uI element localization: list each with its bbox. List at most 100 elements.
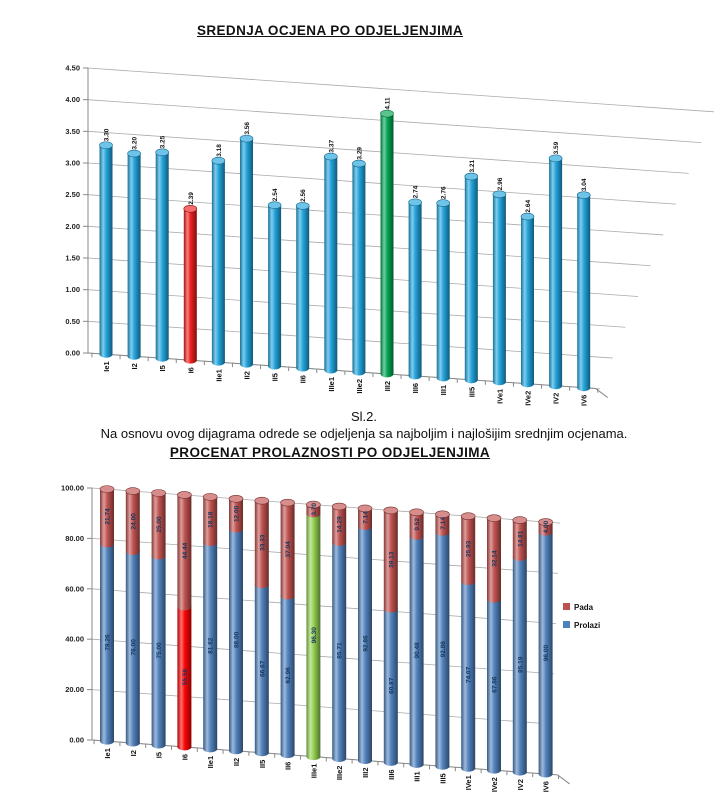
svg-text:I2: I2 bbox=[129, 750, 138, 756]
svg-text:I2: I2 bbox=[130, 363, 139, 369]
svg-text:0.00: 0.00 bbox=[65, 349, 80, 358]
svg-text:IV6: IV6 bbox=[580, 395, 589, 406]
bar-I5: 3.25 I5 bbox=[155, 135, 169, 371]
svg-text:7.14: 7.14 bbox=[363, 511, 370, 524]
svg-text:78.26: 78.26 bbox=[105, 634, 112, 651]
svg-text:2.74: 2.74 bbox=[413, 185, 420, 198]
svg-text:96.30: 96.30 bbox=[311, 627, 318, 644]
average-grade-chart: 0.00 0.50 1.00 1.50 2.00 2.50 3.00 3.50 4.00 4.50… bbox=[65, 64, 715, 406]
svg-text:I6: I6 bbox=[180, 754, 189, 760]
svg-text:3.04: 3.04 bbox=[581, 178, 588, 191]
svg-text:2.00: 2.00 bbox=[65, 222, 80, 231]
svg-text:IV6: IV6 bbox=[542, 781, 551, 792]
svg-text:III1: III1 bbox=[413, 771, 422, 781]
svg-text:0.00: 0.00 bbox=[69, 736, 84, 745]
svg-text:7.14: 7.14 bbox=[440, 517, 447, 530]
svg-text:12.00: 12.00 bbox=[234, 505, 241, 522]
bar-IV6: 96.00 4.00 IV6 bbox=[538, 518, 553, 792]
svg-text:4.00: 4.00 bbox=[543, 520, 550, 533]
svg-text:90.48: 90.48 bbox=[414, 642, 421, 659]
svg-text:14.81: 14.81 bbox=[517, 530, 524, 547]
svg-text:3.00: 3.00 bbox=[65, 159, 80, 168]
svg-text:III5: III5 bbox=[467, 387, 476, 397]
bar-III1: 90.48 9.52 III1 bbox=[409, 508, 424, 782]
svg-text:3.59: 3.59 bbox=[553, 141, 560, 154]
svg-text:67.86: 67.86 bbox=[492, 676, 499, 693]
bar-I2: 3.20 I2 bbox=[127, 137, 141, 369]
svg-text:3.50: 3.50 bbox=[65, 127, 80, 136]
svg-text:3.37: 3.37 bbox=[328, 140, 335, 153]
svg-text:3.20: 3.20 bbox=[132, 137, 139, 150]
legend-label-Pada: Pada bbox=[574, 603, 594, 612]
bar-III2: 4.11 III2 bbox=[380, 97, 394, 391]
svg-text:II6: II6 bbox=[284, 762, 293, 770]
svg-text:3.30: 3.30 bbox=[104, 128, 111, 141]
svg-text:IIIe1: IIIe1 bbox=[327, 377, 336, 392]
legend: Pada Prolazi bbox=[563, 603, 600, 630]
svg-text:I6: I6 bbox=[186, 367, 195, 373]
svg-text:2.54: 2.54 bbox=[272, 188, 279, 201]
bar-II5: 66.67 33.33 II5 bbox=[254, 496, 270, 768]
svg-text:2.96: 2.96 bbox=[497, 177, 504, 190]
svg-text:60.00: 60.00 bbox=[65, 584, 84, 593]
svg-text:III6: III6 bbox=[387, 769, 396, 779]
bar-II6: 2.56 II6 bbox=[295, 189, 310, 383]
svg-text:2.76: 2.76 bbox=[441, 186, 448, 199]
svg-text:1.00: 1.00 bbox=[65, 285, 80, 294]
svg-text:Ie1: Ie1 bbox=[102, 361, 111, 371]
svg-text:62.96: 62.96 bbox=[285, 667, 292, 684]
svg-text:32.14: 32.14 bbox=[492, 550, 499, 567]
svg-text:92.86: 92.86 bbox=[440, 641, 447, 658]
svg-text:3.29: 3.29 bbox=[356, 147, 363, 160]
svg-text:66.67: 66.67 bbox=[259, 660, 266, 677]
svg-text:Ie1: Ie1 bbox=[103, 748, 112, 758]
svg-text:II2: II2 bbox=[243, 371, 252, 379]
svg-text:33.33: 33.33 bbox=[259, 534, 266, 551]
bar-IVe2: 2.64 IVe2 bbox=[520, 200, 535, 406]
figure-caption: Sl.2. bbox=[350, 409, 377, 424]
svg-text:4.50: 4.50 bbox=[65, 64, 80, 73]
svg-text:IIe1: IIe1 bbox=[206, 756, 215, 769]
svg-text:III1: III1 bbox=[439, 385, 448, 395]
svg-text:III2: III2 bbox=[361, 767, 370, 777]
bar-IIe1: 3.18 IIe1 bbox=[211, 144, 226, 382]
svg-text:4.00: 4.00 bbox=[65, 95, 80, 104]
svg-text:2.64: 2.64 bbox=[525, 200, 532, 213]
svg-text:3.25: 3.25 bbox=[160, 135, 167, 148]
svg-text:0.50: 0.50 bbox=[65, 317, 80, 326]
bar-III6: 2.74 III6 bbox=[408, 185, 422, 393]
bar-III6: 60.87 39.13 III6 bbox=[383, 506, 399, 780]
bar-Ie1: 78.26 21.74 Ie1 bbox=[99, 485, 115, 759]
svg-text:II5: II5 bbox=[258, 760, 267, 768]
svg-text:44.44: 44.44 bbox=[182, 542, 189, 559]
figure-note: Na osnovu ovog dijagrama odrede se odjel… bbox=[100, 426, 628, 441]
bar-III1: 2.76 III1 bbox=[436, 186, 451, 395]
legend-swatch-Pada bbox=[563, 603, 570, 610]
bar-III5: 92.86 7.14 III5 bbox=[435, 510, 450, 784]
legend-swatch-Prolazi bbox=[563, 621, 570, 628]
svg-text:IVe2: IVe2 bbox=[490, 777, 499, 792]
svg-text:37.04: 37.04 bbox=[285, 541, 292, 558]
legend-label-Prolazi: Prolazi bbox=[574, 621, 600, 630]
svg-text:74.07: 74.07 bbox=[466, 666, 473, 683]
svg-text:85.19: 85.19 bbox=[517, 656, 524, 673]
svg-text:IIIe1: IIIe1 bbox=[309, 764, 318, 779]
bar-III5: 3.21 III5 bbox=[464, 159, 479, 397]
chart2-title: PROCENAT PROLAZNOSTI PO ODJELJENJIMA bbox=[169, 445, 491, 460]
bar-I2: 76.00 24.00 I2 bbox=[125, 487, 141, 756]
svg-text:III6: III6 bbox=[411, 383, 420, 393]
svg-text:IVe2: IVe2 bbox=[524, 391, 533, 406]
svg-text:II6: II6 bbox=[299, 375, 308, 383]
svg-text:21.74: 21.74 bbox=[105, 508, 112, 525]
svg-text:3.56: 3.56 bbox=[244, 122, 251, 135]
bar-IVe1: 74.07 25.93 IVe1 bbox=[460, 512, 476, 790]
svg-text:I5: I5 bbox=[155, 752, 164, 758]
svg-text:80.00: 80.00 bbox=[65, 534, 84, 543]
svg-text:75.00: 75.00 bbox=[156, 642, 163, 659]
bar-IV2: 3.59 IV2 bbox=[548, 141, 563, 404]
svg-text:25.93: 25.93 bbox=[466, 540, 473, 557]
svg-text:I5: I5 bbox=[158, 365, 167, 371]
svg-text:4.11: 4.11 bbox=[385, 97, 392, 110]
svg-text:3.70: 3.70 bbox=[311, 503, 318, 516]
